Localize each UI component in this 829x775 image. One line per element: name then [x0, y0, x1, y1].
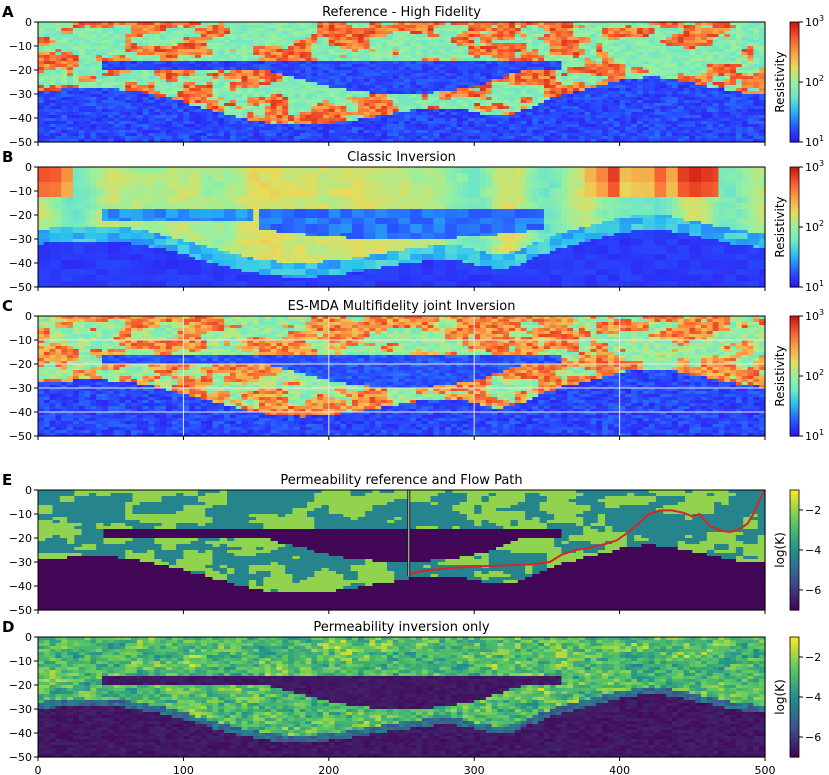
- panel-a: Reference - High FidelityA0−10−20−30−40−…: [2, 3, 824, 149]
- heatmap-cells: [38, 22, 766, 143]
